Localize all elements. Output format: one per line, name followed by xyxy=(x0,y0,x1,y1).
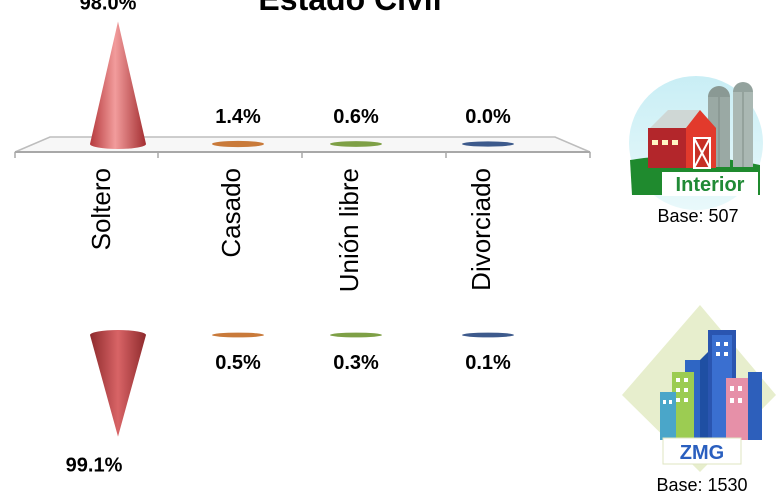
top-axis-ticks xyxy=(14,152,591,158)
zmg-casado-value-label: 0.5% xyxy=(215,352,261,374)
zmg-union-libre-value-label: 0.3% xyxy=(333,352,379,374)
zmg-badge-plate xyxy=(662,437,742,465)
barn-icon xyxy=(648,110,716,169)
chart-title: Estado Civil xyxy=(258,0,441,17)
zmg-divorciado-disc xyxy=(462,332,514,338)
interior-base-label: Base: 507 xyxy=(657,206,738,226)
interior-union-libre-disc xyxy=(330,141,382,147)
zmg-soltero-value-label: 99.1% xyxy=(66,455,123,477)
zmg-divorciado-value-label: 0.1% xyxy=(465,352,511,374)
category-label-soltero: Soltero xyxy=(86,168,116,250)
buildings-icon xyxy=(660,330,762,440)
interior-divorciado-disc xyxy=(462,141,514,147)
category-label-union-libre: Unión libre xyxy=(334,168,364,292)
zmg-soltero-cone xyxy=(90,330,146,437)
zmg-badge-label: ZMG xyxy=(680,442,724,464)
zmg-casado-disc xyxy=(212,332,264,338)
category-label-divorciado: Divorciado xyxy=(466,168,496,291)
zmg-base-label: Base: 1530 xyxy=(656,475,747,495)
interior-badge-label: Interior xyxy=(676,174,745,196)
series-interior: 98.0% 1.4% 0.6% 0.0% xyxy=(80,0,514,149)
series-zmg: 99.1% 0.5% 0.3% 0.1% xyxy=(66,330,514,477)
interior-soltero-value-label: 98.0% xyxy=(80,0,137,15)
interior-divorciado-value-label: 0.0% xyxy=(465,106,511,128)
interior-casado-value-label: 1.4% xyxy=(215,106,261,128)
interior-badge: Interior xyxy=(629,76,763,210)
interior-badge-plate xyxy=(662,172,758,196)
category-labels: Soltero Casado Unión libre Divorciado xyxy=(86,168,496,292)
zmg-union-libre-disc xyxy=(330,332,382,338)
zmg-badge: ZMG xyxy=(622,305,776,472)
interior-casado-disc xyxy=(212,140,264,148)
interior-union-libre-value-label: 0.6% xyxy=(333,106,379,128)
category-label-casado: Casado xyxy=(216,168,246,258)
interior-soltero-cone xyxy=(90,21,146,149)
